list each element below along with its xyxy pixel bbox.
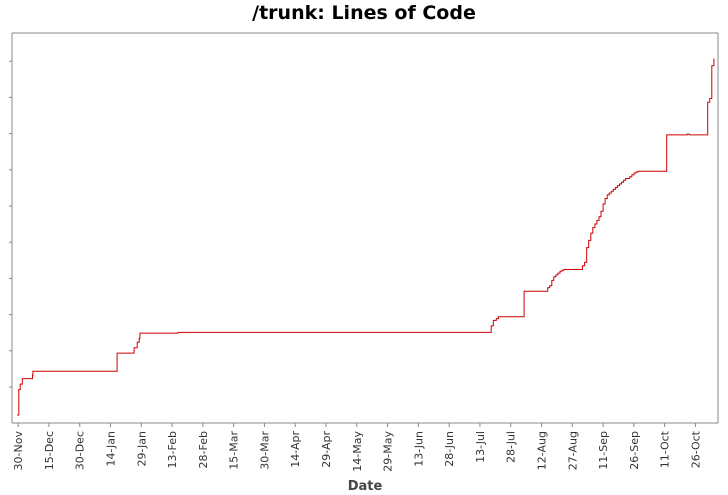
x-tick-label: 26-Oct	[689, 430, 702, 468]
x-tick-label: 29-Apr	[320, 431, 333, 468]
x-tick-label: 30-Dec	[74, 431, 87, 470]
x-tick-label: 13-Jun	[412, 431, 425, 467]
x-tick-label: 15-Mar	[228, 431, 241, 470]
x-tick-label: 29-May	[382, 431, 395, 472]
x-tick-label: 30-Mar	[258, 431, 271, 470]
x-axis-title: Date	[348, 479, 383, 494]
y-axis-ticks	[9, 60, 12, 388]
series-layer	[17, 58, 715, 416]
x-tick-label: 26-Sep	[628, 431, 641, 470]
plot-area-background	[12, 33, 718, 423]
x-tick-label: 11-Sep	[597, 431, 610, 470]
x-tick-label: 28-Jul	[505, 431, 518, 463]
x-tick-label: 28-Jun	[443, 431, 456, 467]
x-tick-label: 28-Feb	[197, 431, 210, 468]
x-tick-label: 12-Aug	[536, 431, 549, 470]
series-line	[17, 58, 715, 416]
x-tick-label: 29-Jan	[135, 431, 148, 467]
x-tick-label: 13-Feb	[166, 431, 179, 468]
x-tick-label: 14-May	[351, 431, 364, 472]
x-tick-label: 27-Aug	[566, 431, 579, 470]
x-tick-label: 11-Oct	[659, 430, 672, 468]
x-tick-label: 15-Dec	[43, 431, 56, 470]
x-axis-ticks: 30-Nov 15-Dec 30-Dec 14-Jan 29-Jan 13-Feb 28-F…	[12, 423, 702, 472]
chart-title: /trunk: Lines of Code	[252, 2, 476, 24]
x-tick-label: 13-Jul	[474, 431, 487, 463]
x-tick-label: 14-Jan	[105, 431, 118, 467]
x-tick-label: 14-Apr	[289, 431, 302, 468]
x-tick-label: 30-Nov	[12, 431, 25, 471]
